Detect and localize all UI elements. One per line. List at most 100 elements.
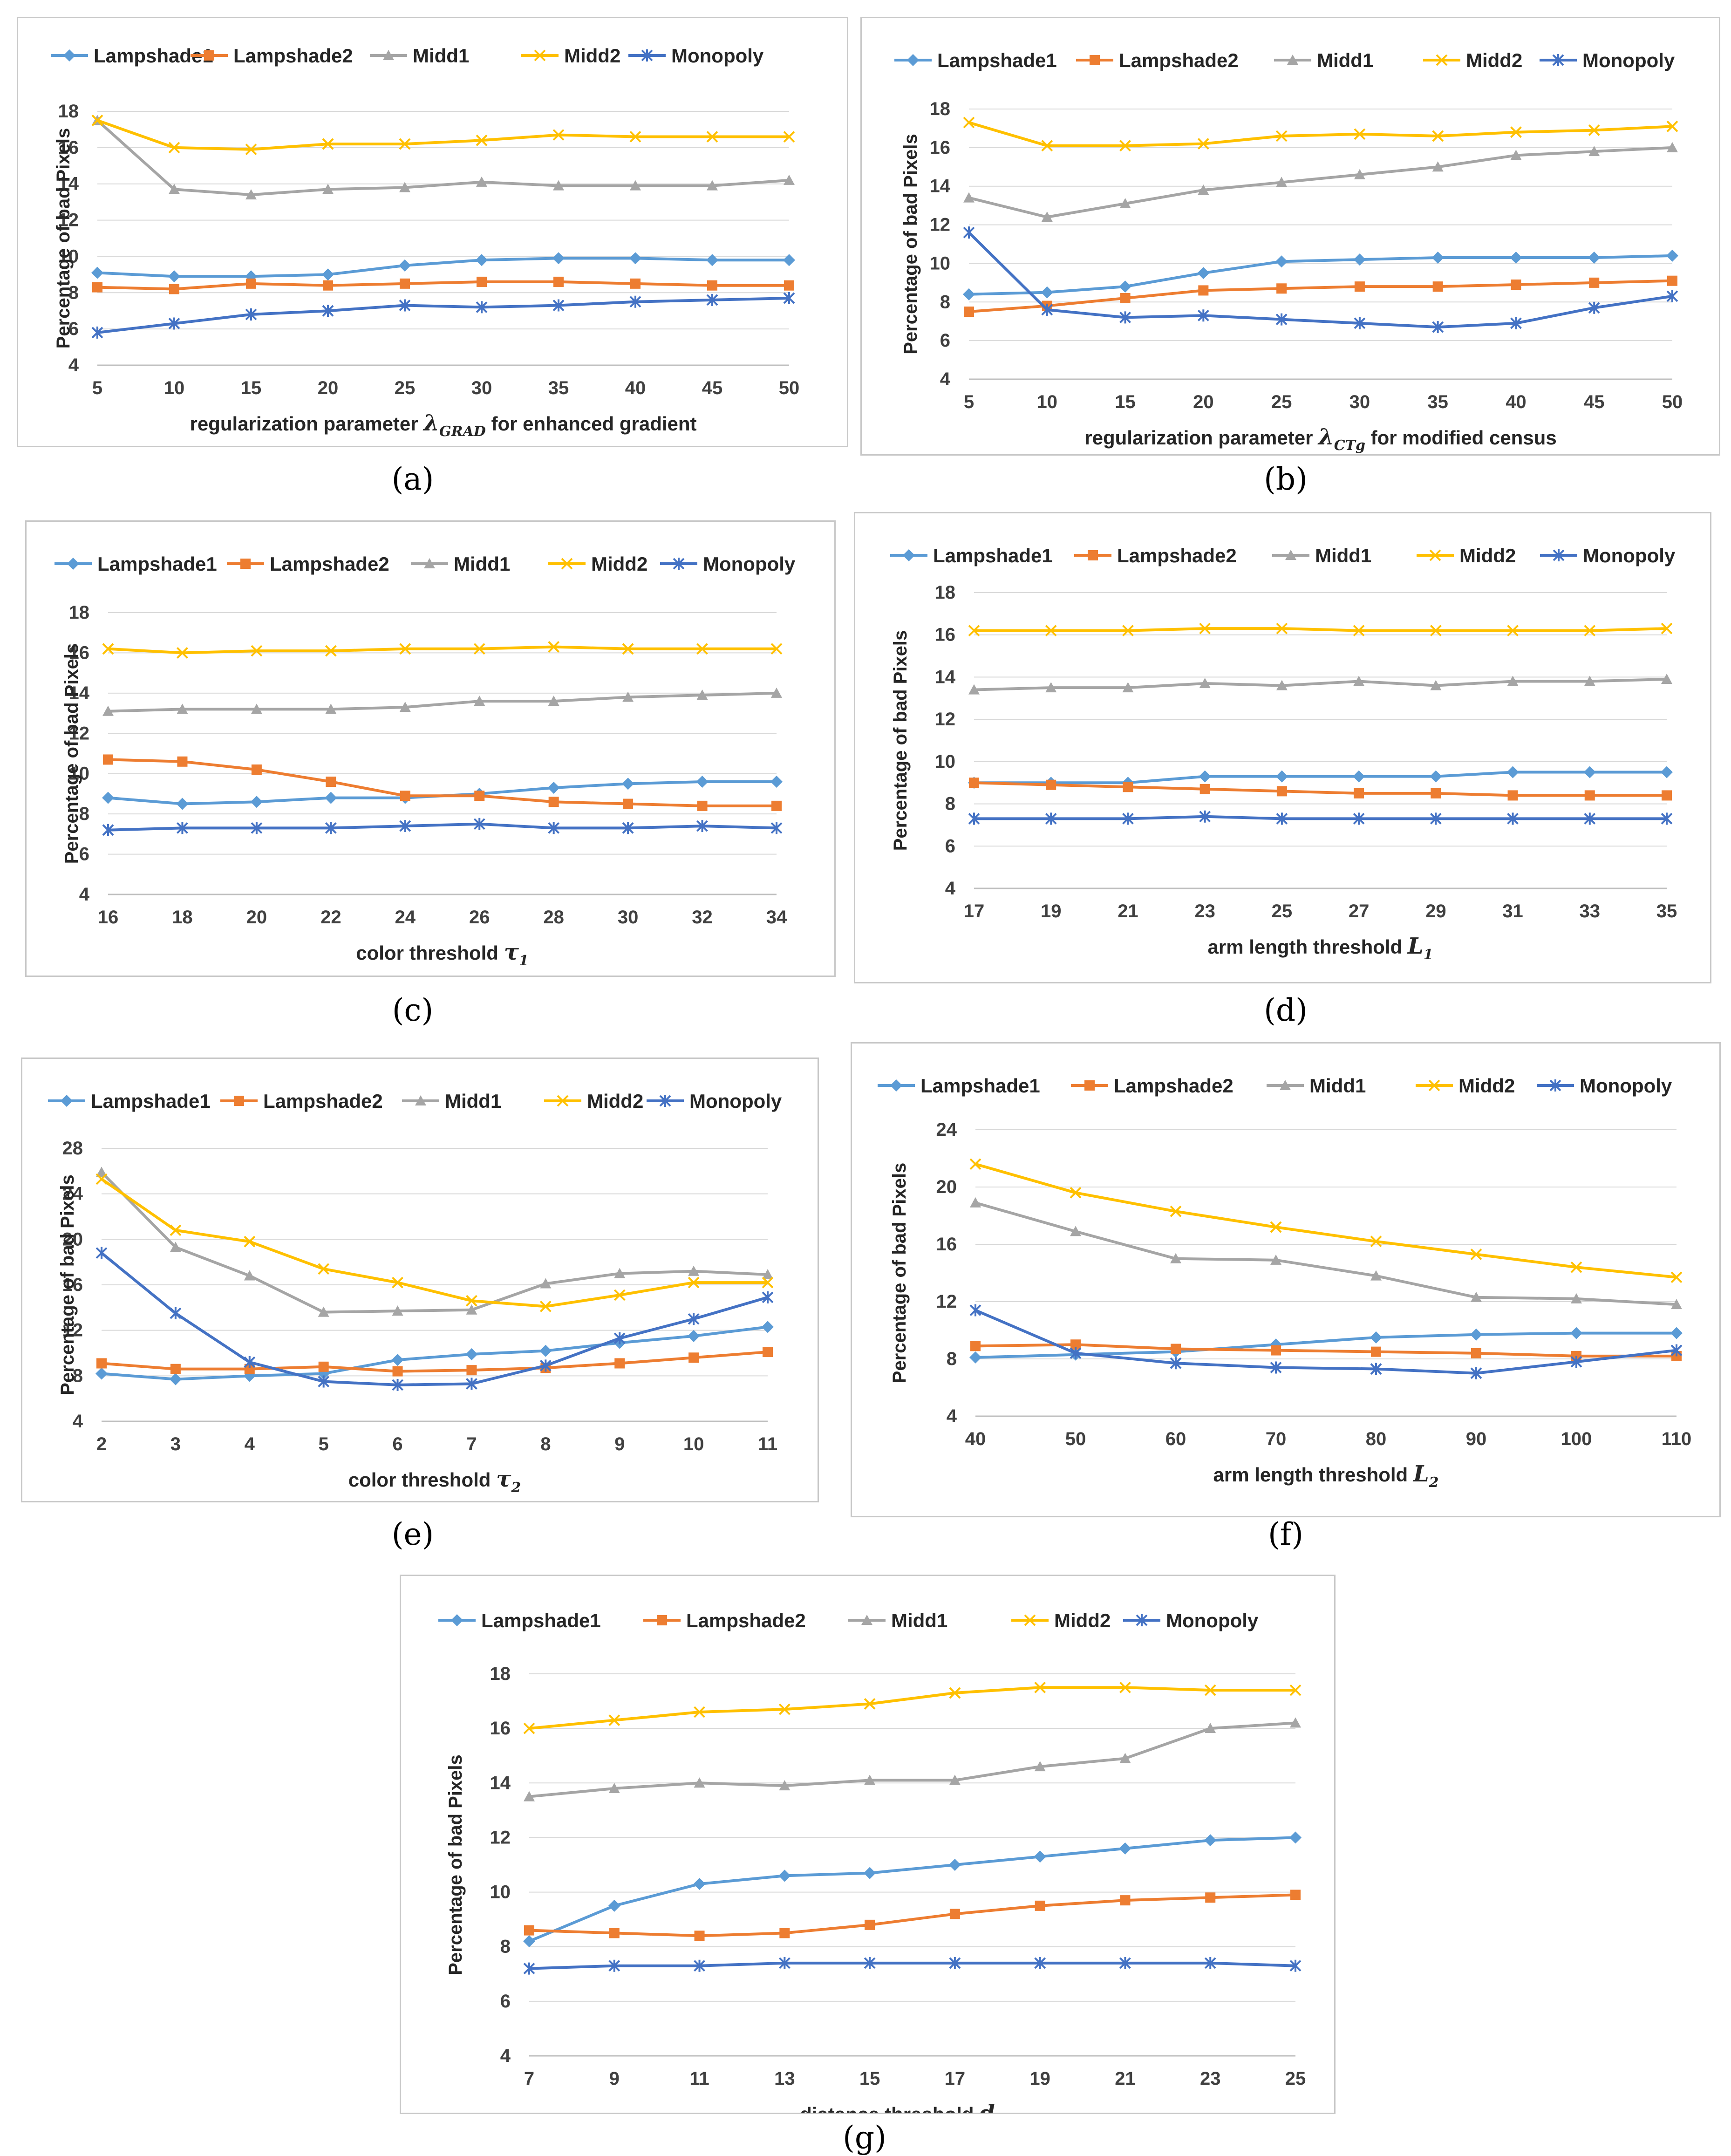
point-d-Midd1-29 [1430,680,1442,690]
point-g-Lampshade1-23 [1204,1834,1217,1847]
point-d-Monopoly-27 [1353,812,1365,825]
legend-label-e-Monopoly: Monopoly [689,1090,782,1112]
legend-label-f-Midd1: Midd1 [1309,1075,1366,1097]
x-tick-g-17: 17 [945,2068,966,2089]
legend-marker-e-Midd1 [415,1095,426,1105]
point-b-Midd2-25 [1275,130,1288,142]
point-f-Lampshade1-100 [1570,1327,1582,1339]
legend-g-Lampshade2: Lampshade2 [643,1610,806,1631]
y-tick-g-4: 4 [500,2046,511,2066]
legend-f-Lampshade1: Lampshade1 [878,1075,1040,1097]
legend-label-c-Midd2: Midd2 [591,553,647,575]
y-tick-e-4: 4 [73,1411,83,1432]
chart-d: 4 6 8 10 12 14 16 18 17 19 21 23 25 27 29 31 33 35 Percent… [890,545,1677,963]
legend-label-g-Midd2: Midd2 [1054,1610,1111,1631]
y-tick-d-18: 18 [935,582,956,603]
point-g-Midd2-11 [694,1706,705,1718]
legend-label-g-Monopoly: Monopoly [1166,1610,1259,1631]
x-tick-e-4: 4 [245,1434,255,1454]
series-line-a-Lampshade2 [97,280,789,291]
y-tick-c-6: 6 [79,844,89,865]
legend-label-e-Midd1: Midd1 [445,1090,501,1112]
point-b-Monopoly-10 [1041,303,1053,316]
point-b-Lampshade1-10 [1041,286,1053,299]
point-f-Midd2-50 [1070,1187,1082,1199]
point-f-Midd1-60 [1170,1253,1181,1263]
point-e-Midd1-4 [244,1270,255,1281]
chart-e: 4 8 12 16 20 24 28 2 3 4 5 6 7 8 9 10 11 Percentage of ba… [48,1090,782,1496]
y-tick-e-24: 24 [62,1184,83,1204]
point-f-Midd1-50 [1070,1226,1081,1236]
point-d-Midd2-33 [1584,625,1596,637]
legend-marker-b-Midd2 [1436,54,1448,66]
point-d-Lampshade1-31 [1506,766,1519,778]
x-axis-label-g: diatance threshold dLim [800,2101,1025,2113]
point-g-Midd1-17 [949,1774,961,1785]
point-b-Midd2-50 [1666,120,1678,132]
point-c-Midd2-20 [251,645,263,657]
series-line-a-Lampshade1 [97,257,789,278]
x-tick-b-40: 40 [1506,392,1527,412]
point-d-Midd2-25 [1276,622,1288,635]
legend-label-a-Lampshade2: Lampshade2 [233,45,353,67]
point-a-Lampshade1-35 [552,252,565,265]
point-d-Lampshade2-19 [1046,779,1056,790]
chart-b: 4 6 8 10 12 14 16 18 5 10 15 20 25 30 35 40 45 50 Percenta… [894,49,1683,454]
series-d-Midd1 [968,673,1672,695]
series-f-Monopoly [969,1304,1683,1379]
point-a-Midd1-50 [784,174,795,185]
x-tick-f-90: 90 [1466,1429,1487,1449]
point-f-Lampshade1-90 [1470,1328,1482,1341]
series-e-Monopoly [95,1247,774,1391]
point-e-Lampshade2-9 [614,1358,625,1369]
point-g-Monopoly-13 [778,1957,791,1969]
point-g-Lampshade2-9 [609,1928,620,1938]
point-d-Lampshade1-27 [1353,770,1365,783]
point-a-Midd2-15 [245,143,257,156]
point-e-Midd2-11 [762,1276,774,1289]
caption-c: (c) [392,992,434,1028]
x-tick-d-19: 19 [1041,901,1062,921]
panel-b: 4 6 8 10 12 14 16 18 5 10 15 20 25 30 35 40 45 50 Percenta… [860,17,1720,456]
legend-marker-f-Midd2 [1428,1079,1440,1092]
point-b-Midd1-45 [1588,146,1600,157]
series-line-c-Lampshade2 [108,758,777,807]
point-g-Midd1-19 [1034,1761,1046,1772]
point-d-Lampshade2-25 [1276,786,1287,797]
point-e-Lampshade2-7 [466,1365,477,1376]
point-d-Lampshade2-17 [969,778,979,788]
y-axis-label-e: Percentage of bad Pixels [57,1174,78,1395]
point-b-Lampshade2-45 [1589,277,1600,288]
point-g-Midd1-9 [608,1783,620,1793]
x-tick-f-110: 110 [1662,1429,1692,1449]
series-line-a-Midd1 [96,119,790,197]
point-e-Lampshade1-3 [169,1373,182,1385]
y-tick-b-6: 6 [940,330,950,351]
point-f-Midd1-40 [970,1197,981,1208]
y-tick-a-8: 8 [68,282,79,303]
point-d-Midd2-35 [1661,622,1673,635]
legend-marker-a-Monopoly [641,49,653,61]
point-f-Lampshade2-90 [1471,1348,1481,1358]
series-c-Midd1 [102,687,782,716]
x-axis-label-b: regularization parameter λCTg for modifi… [1084,424,1556,454]
x-tick-f-70: 70 [1266,1429,1287,1449]
legend-label-g-Midd1: Midd1 [891,1610,947,1631]
panel-f: 4 8 12 16 20 24 40 50 60 70 80 90 100 110 Percentage o… [851,1042,1721,1517]
series-f-Midd2 [969,1158,1683,1283]
x-tick-a-10: 10 [164,378,185,398]
y-tick-c-16: 16 [69,642,90,663]
legend-label-g-Lampshade2: Lampshade2 [686,1610,806,1631]
legend-marker-f-Monopoly [1549,1079,1561,1092]
point-e-Lampshade2-3 [170,1364,181,1374]
y-tick-c-10: 10 [69,764,90,784]
x-tick-g-21: 21 [1115,2068,1136,2089]
point-a-Midd1-30 [476,176,487,187]
y-tick-a-6: 6 [68,319,79,339]
series-d-Lampshade2 [969,778,1672,801]
x-tick-b-15: 15 [1115,392,1136,412]
point-d-Lampshade2-35 [1662,790,1672,801]
point-e-Lampshade1-2 [95,1367,108,1380]
point-d-Lampshade2-21 [1123,782,1133,792]
point-a-Midd2-25 [399,138,411,150]
